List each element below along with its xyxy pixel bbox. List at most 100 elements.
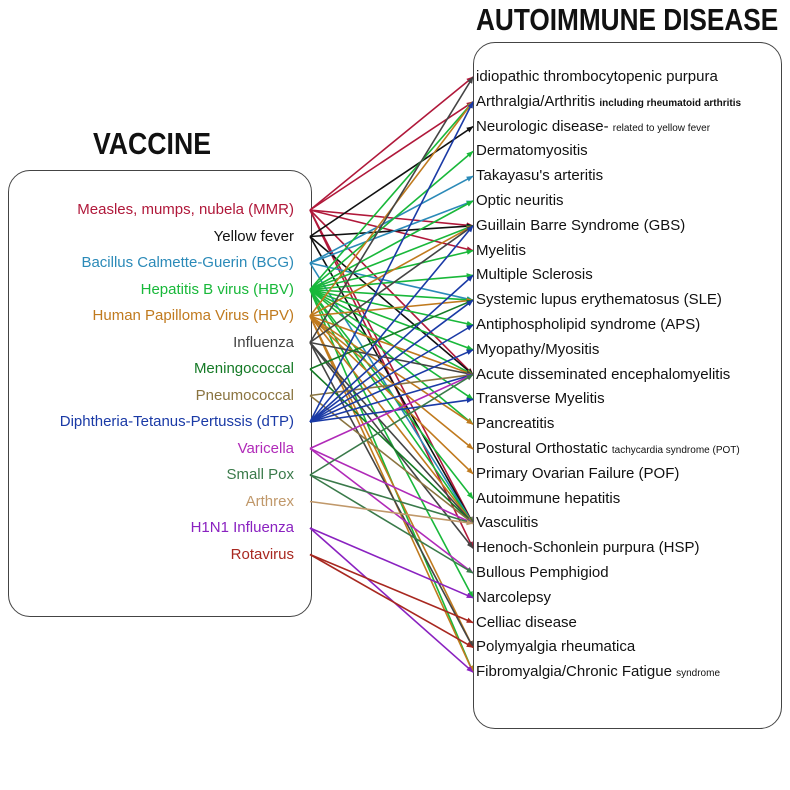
vaccine-item: Rotavirus (230, 545, 294, 563)
vaccine-item: Human Papilloma Virus (HPV) (92, 307, 294, 324)
vaccine-item: Arthrex (245, 492, 294, 510)
disease-item: Systemic lupus erythematosus (SLE) (476, 292, 722, 307)
connection-arrow (309, 527, 474, 599)
connection-arrow (309, 299, 474, 370)
connection-arrow (309, 289, 474, 599)
disease-item: Myelitis (476, 243, 526, 258)
connection-arrow (309, 315, 474, 649)
vaccine-item: Hepatitis B virus (HBV) (140, 280, 294, 298)
disease-name: idiopathic thrombocytopenic purpura (476, 68, 718, 85)
connection-arrow (309, 368, 474, 524)
connection-arrow (309, 76, 474, 343)
connection-arrow (309, 288, 474, 303)
connection-arrow (309, 225, 474, 291)
disease-name: Neurologic disease- (476, 117, 609, 135)
disease-item: Antiphospholipid syndrome (APS) (476, 317, 700, 332)
connection-arrow (309, 373, 474, 423)
connection-arrow (309, 150, 474, 291)
connection-arrow (309, 315, 474, 425)
disease-name: Systemic lupus erythematosus (SLE) (476, 291, 722, 309)
connection-arrow (309, 209, 474, 228)
vaccine-item: Meningococcal (193, 360, 294, 377)
vaccine-item: Yellow fever (213, 227, 294, 245)
disease-item: Primary Ovarian Failure (POF) (476, 466, 679, 481)
disease-note: syndrome (676, 668, 720, 680)
disease-name: Antiphospholipid syndrome (APS) (476, 316, 701, 333)
disease-name: Multiple Sclerosis (476, 266, 593, 284)
disease-name: Dermatomyositis (476, 142, 588, 160)
disease-item: Fibromyalgia/Chronic Fatigue syndrome (476, 664, 720, 679)
connection-arrow (309, 324, 474, 423)
connection-arrow (309, 225, 474, 423)
connection-arrow (309, 262, 474, 302)
connection-arrow (309, 315, 474, 450)
connection-arrow (309, 315, 474, 376)
vaccine-item: H1N1 Influenza (190, 519, 294, 536)
connection-arrow (309, 349, 474, 423)
disease-name: Henoch-Schonlein purpura (HSP) (476, 539, 700, 557)
connection-arrow (309, 209, 474, 252)
connection-arrow (309, 235, 474, 376)
connection-arrow (309, 315, 474, 524)
autoimmune-disease-heading: AUTOIMMUNE DISEASE (476, 2, 779, 37)
disease-item: Autoimmune hepatitis (476, 491, 620, 506)
disease-item: Bullous Pemphigiod (476, 565, 609, 580)
connection-arrow (309, 299, 474, 423)
connection-arrow (309, 288, 474, 425)
disease-name: Guillain Barre Syndrome (GBS) (476, 216, 686, 234)
connection-arrow (309, 288, 474, 327)
vaccine-item: Small Pox (226, 466, 294, 483)
disease-item: Optic neuritis (476, 193, 564, 208)
disease-name: Transverse Myelitis (476, 390, 605, 408)
vaccine-heading: VACCINE (93, 126, 212, 161)
disease-item: Transverse Myelitis (476, 391, 605, 406)
connection-arrow (309, 76, 474, 211)
disease-item: Acute disseminated encephalomyelitis (476, 367, 730, 382)
disease-name: Celliac disease (476, 613, 577, 631)
disease-name: Autoimmune hepatitis (476, 489, 621, 507)
connection-arrow (309, 209, 474, 376)
connection-arrow (309, 125, 474, 238)
disease-name: Narcolepsy (476, 588, 552, 606)
connection-arrow (309, 373, 474, 450)
connection-arrow (309, 200, 474, 291)
disease-name: Polymyalgia rheumatica (476, 638, 636, 656)
connection-arrow (309, 341, 474, 377)
connection-arrow (309, 236, 474, 525)
disease-item: Pancreatitis (476, 416, 554, 431)
connection-arrow (309, 373, 474, 476)
autoimmune-disease-panel (473, 42, 782, 729)
disease-item: Neurologic disease- related to yellow fe… (476, 119, 710, 134)
connection-arrow (309, 394, 474, 525)
connection-arrow (309, 289, 474, 524)
disease-item: Dermatomyositis (476, 143, 588, 158)
connection-arrow (309, 101, 474, 291)
connection-arrow (309, 474, 474, 525)
vaccine-item: Varicella (237, 439, 294, 457)
disease-name: Myelitis (476, 241, 527, 259)
connection-arrow (309, 342, 474, 649)
disease-name: Bullous Pemphigiod (476, 564, 609, 581)
connection-arrow (309, 500, 474, 526)
disease-name: Primary Ovarian Failure (POF) (476, 464, 680, 482)
connection-arrow (309, 225, 474, 317)
connection-arrow (309, 474, 474, 574)
vaccine-item: Influenza (233, 333, 294, 351)
disease-item: idiopathic thrombocytopenic purpura (476, 69, 718, 84)
connection-arrow (309, 447, 474, 574)
disease-item: Celliac disease (476, 615, 577, 630)
disease-item: Myopathy/Myositis (476, 342, 599, 357)
connection-arrow (309, 274, 474, 423)
disease-item: Polymyalgia rheumatica (476, 639, 635, 654)
disease-name: Myopathy/Myositis (476, 340, 600, 358)
disease-name: Takayasu's arteritis (476, 167, 604, 185)
connection-arrow (309, 209, 474, 525)
disease-name: Pancreatitis (476, 415, 555, 433)
connection-arrow (309, 225, 474, 344)
disease-name: Optic neuritis (476, 192, 564, 209)
disease-item: Narcolepsy (476, 590, 551, 605)
connection-arrow (309, 200, 474, 264)
connection-arrow (309, 341, 474, 524)
disease-name: Postural Orthostatic (476, 440, 608, 457)
connection-arrow (309, 101, 474, 423)
